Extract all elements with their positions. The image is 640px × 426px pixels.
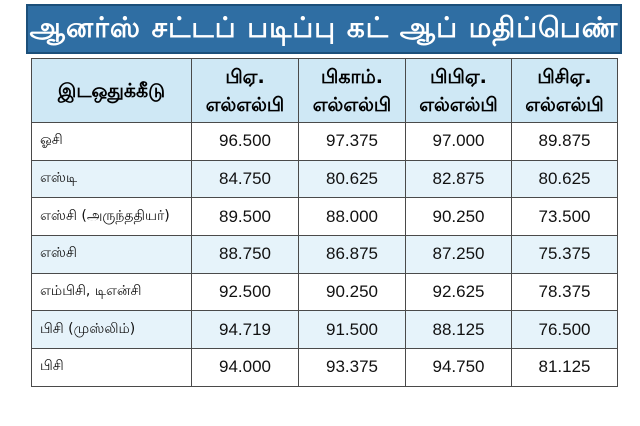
table-body: ஓசி 96.500 97.375 97.000 89.875 எஸ்டி 84… [31, 122, 618, 387]
cutoff-table: இடஒதுக்கீடு பிஏ. எல்எல்பி பிகாம். எல்எல்… [31, 58, 618, 387]
value-cell: 81.125 [511, 348, 618, 387]
table-row: எஸ்சி 88.750 86.875 87.250 75.375 [31, 235, 618, 274]
value-cell: 80.625 [511, 159, 618, 199]
table-row: எஸ்சி (அருந்ததியர்) 89.500 88.000 90.250… [31, 197, 618, 237]
column-header-line2: எல்எல்பி [419, 93, 498, 116]
category-column-header: இடஒதுக்கீடு [31, 58, 192, 123]
value-cell: 86.875 [298, 235, 406, 274]
column-header-line2: எல்எல்பி [205, 93, 285, 116]
category-cell: எஸ்சி [31, 235, 192, 274]
value-cell: 93.375 [298, 348, 406, 387]
value-cell: 94.000 [191, 348, 299, 387]
value-cell: 90.250 [405, 197, 512, 237]
value-cell: 89.875 [511, 122, 618, 161]
table-row: ஓசி 96.500 97.375 97.000 89.875 [31, 122, 618, 161]
value-cell: 96.500 [191, 122, 299, 161]
page-title: ஆனர்ஸ் சட்டப் படிப்பு கட் ஆப் மதிப்பெண் [26, 4, 622, 54]
column-header-bcom: பிகாம். எல்எல்பி [298, 58, 406, 123]
value-cell: 88.750 [191, 235, 299, 274]
column-header-line1: பிசிஏ. [537, 65, 592, 88]
value-cell: 97.375 [298, 122, 406, 161]
column-header-ba: பிஏ. எல்எல்பி [191, 58, 299, 123]
table-row: பிசி (முஸ்லிம்) 94.719 91.500 88.125 76.… [31, 310, 618, 350]
column-header-line2: எல்எல்பி [525, 93, 604, 116]
column-header-line2: எல்எல்பி [312, 93, 392, 116]
value-cell: 73.500 [511, 197, 618, 237]
category-cell: ஓசி [31, 122, 192, 161]
value-cell: 94.750 [405, 348, 512, 387]
value-cell: 88.000 [298, 197, 406, 237]
column-header-line1: பிஏ. [225, 65, 265, 88]
category-cell: எம்பிசி, டிஎன்சி [31, 272, 192, 312]
cutoff-figure: ஆனர்ஸ் சட்டப் படிப்பு கட் ஆப் மதிப்பெண் … [6, 2, 634, 423]
value-cell: 88.125 [405, 310, 512, 350]
value-cell: 82.875 [405, 159, 512, 199]
header-row: இடஒதுக்கீடு பிஏ. எல்எல்பி பிகாம். எல்எல்… [31, 58, 618, 123]
column-header-line1: பிகாம். [321, 65, 383, 88]
table-row: பிசி 94.000 93.375 94.750 81.125 [31, 348, 618, 387]
table-row: எம்பிசி, டிஎன்சி 92.500 90.250 92.625 78… [31, 272, 618, 312]
value-cell: 80.625 [298, 159, 406, 199]
value-cell: 92.625 [405, 272, 512, 312]
value-cell: 76.500 [511, 310, 618, 350]
value-cell: 75.375 [511, 235, 618, 274]
category-cell: எஸ்சி (அருந்ததியர்) [31, 197, 192, 237]
value-cell: 91.500 [298, 310, 406, 350]
column-header-line1: பிபிஏ. [430, 65, 487, 88]
table-header: இடஒதுக்கீடு பிஏ. எல்எல்பி பிகாம். எல்எல்… [31, 58, 618, 123]
value-cell: 94.719 [191, 310, 299, 350]
value-cell: 84.750 [191, 159, 299, 199]
category-cell: பிசி (முஸ்லிம்) [31, 310, 192, 350]
column-header-bca: பிசிஏ. எல்எல்பி [511, 58, 618, 123]
value-cell: 78.375 [511, 272, 618, 312]
category-cell: பிசி [31, 348, 192, 387]
column-header-bba: பிபிஏ. எல்எல்பி [405, 58, 512, 123]
value-cell: 92.500 [191, 272, 299, 312]
value-cell: 87.250 [405, 235, 512, 274]
value-cell: 89.500 [191, 197, 299, 237]
category-cell: எஸ்டி [31, 159, 192, 199]
table-row: எஸ்டி 84.750 80.625 82.875 80.625 [31, 159, 618, 199]
value-cell: 90.250 [298, 272, 406, 312]
value-cell: 97.000 [405, 122, 512, 161]
